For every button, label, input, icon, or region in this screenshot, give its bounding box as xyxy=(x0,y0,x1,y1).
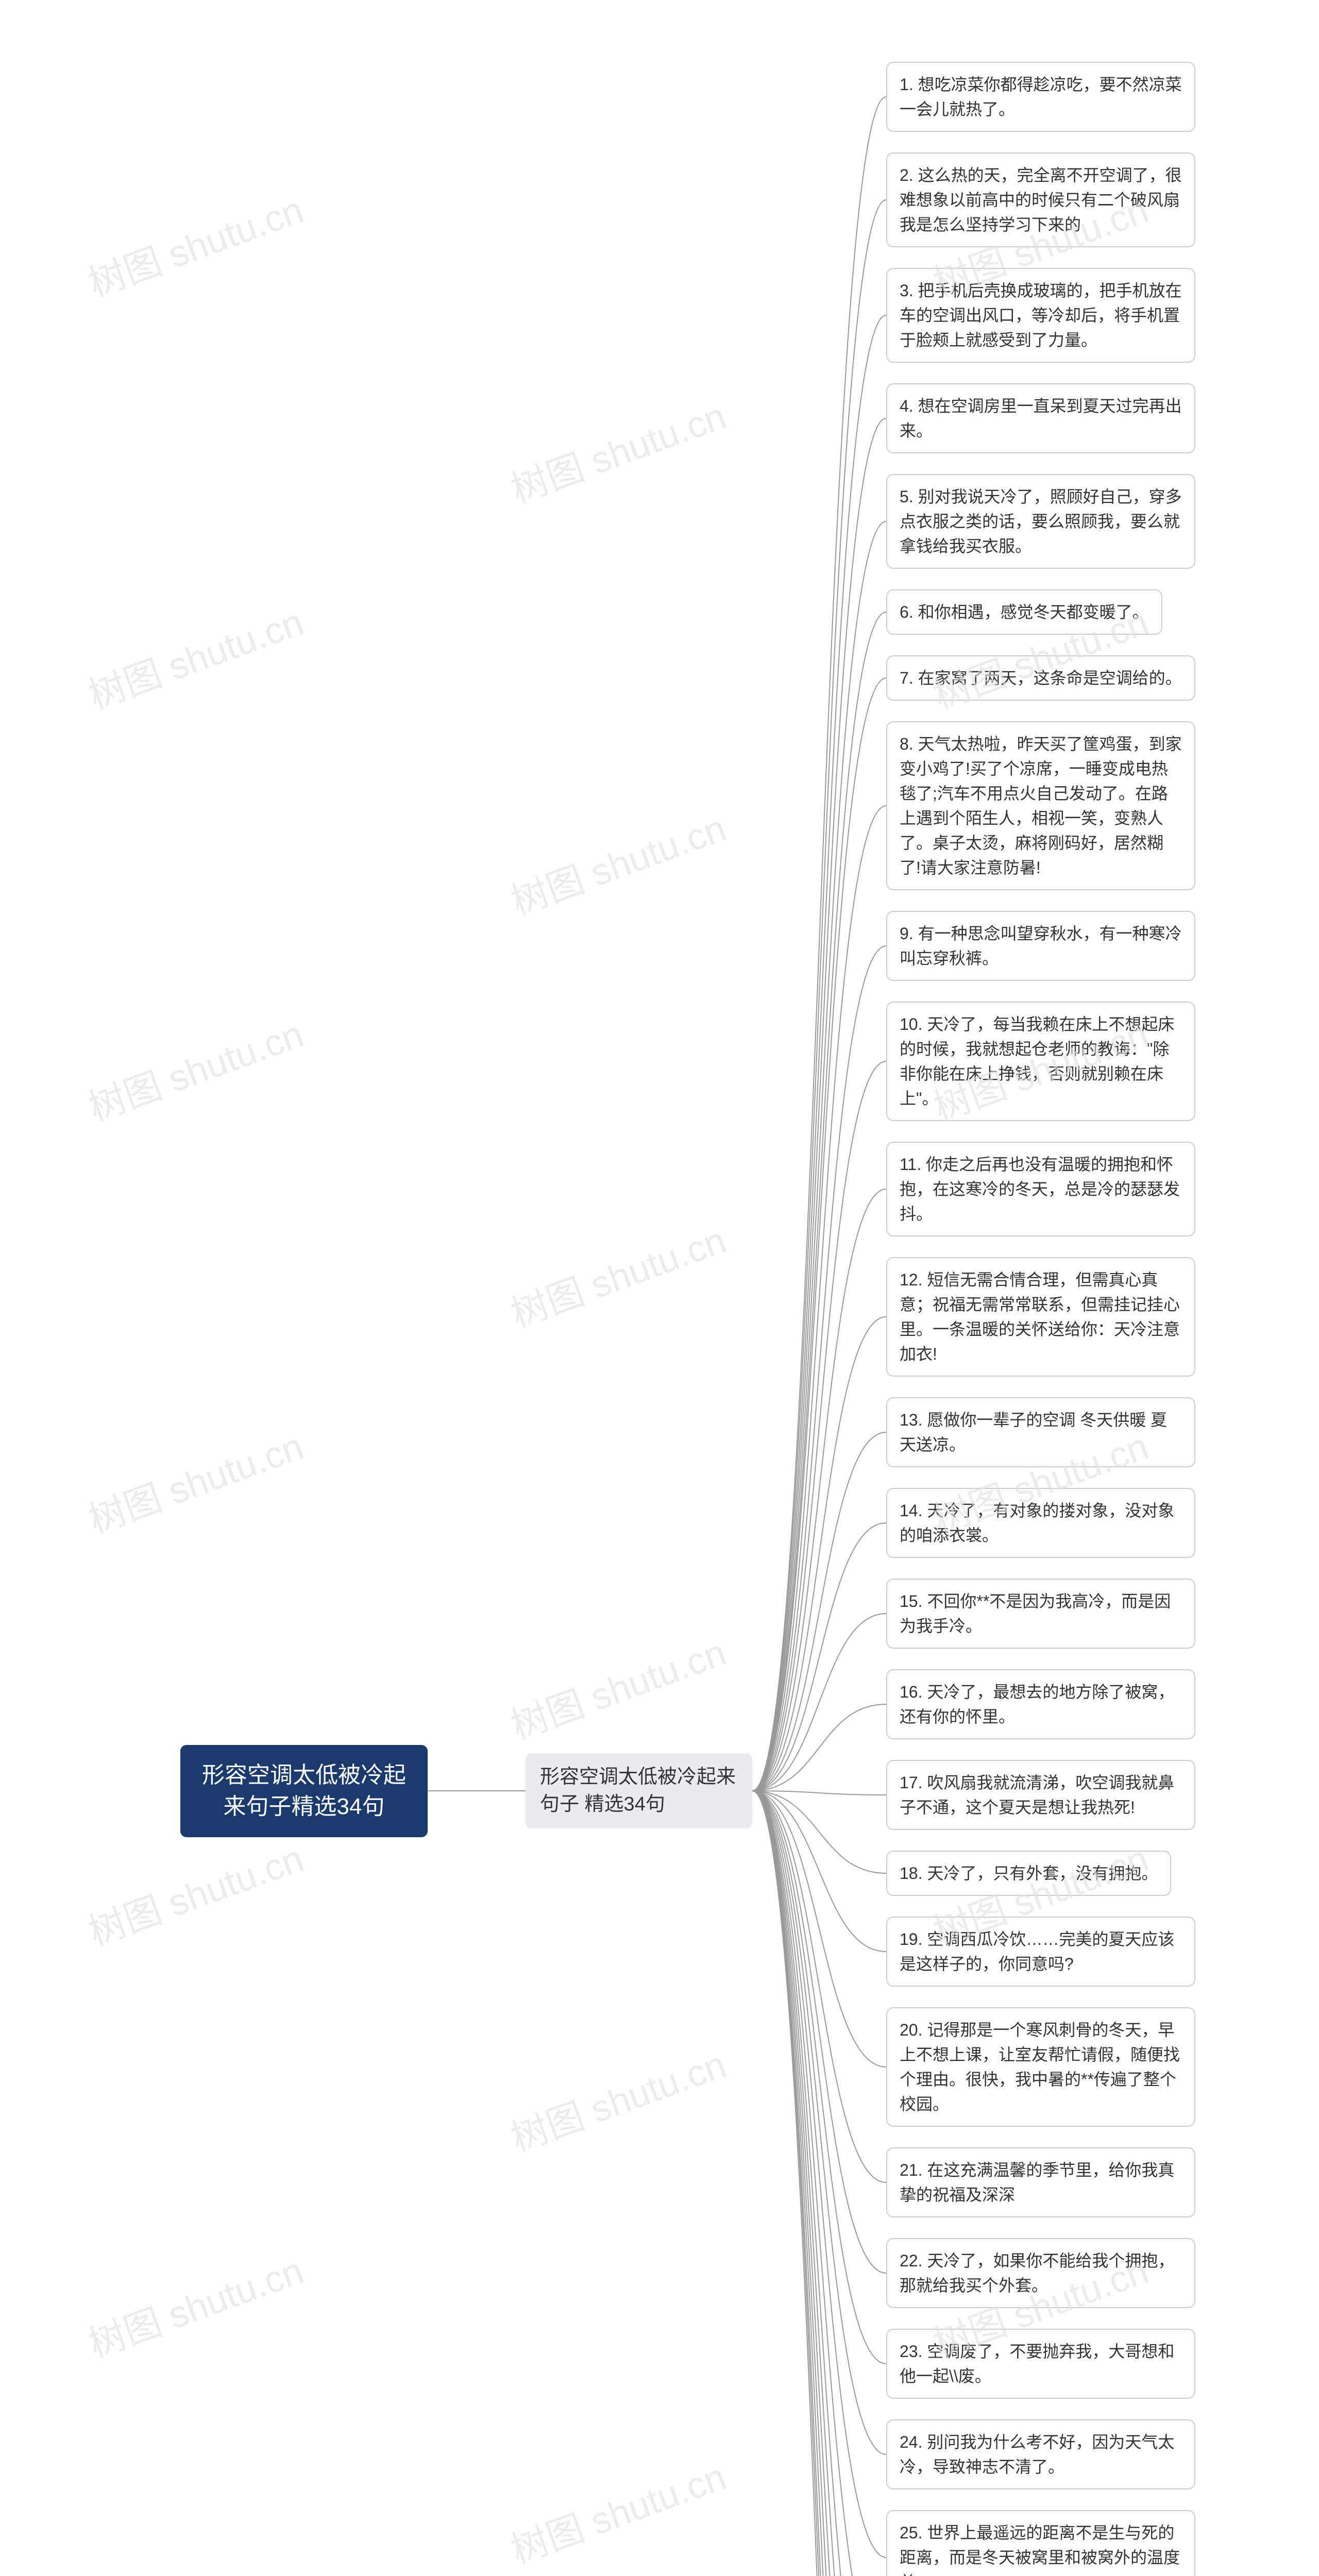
leaf-node[interactable]: 3. 把手机后壳换成玻璃的，把手机放在车的空调出风口，等冷却后，将手机置于脸颊上… xyxy=(886,268,1195,363)
mid-node-text: 形容空调太低被冷起来句子 精选34句 xyxy=(540,1766,736,1815)
watermark: 树图 shutu.cn xyxy=(502,2035,732,2162)
watermark: 树图 shutu.cn xyxy=(80,180,310,308)
watermark: 树图 shutu.cn xyxy=(502,2447,732,2574)
leaf-node[interactable]: 14. 天冷了，有对象的搂对象，没对象的咱添衣裳。 xyxy=(886,1488,1195,1558)
leaf-node[interactable]: 19. 空调西瓜冷饮……完美的夏天应该是这样子的，你同意吗? xyxy=(886,1917,1195,1987)
leaf-node-text: 9. 有一种思念叫望穿秋水，有一种寒冷叫忘穿秋裤。 xyxy=(900,924,1182,968)
leaf-node-text: 19. 空调西瓜冷饮……完美的夏天应该是这样子的，你同意吗? xyxy=(900,1930,1174,1973)
leaf-node[interactable]: 22. 天冷了，如果你不能给我个拥抱，那就给我买个外套。 xyxy=(886,2238,1195,2308)
leaf-node[interactable]: 18. 天冷了，只有外套，没有拥抱。 xyxy=(886,1851,1171,1896)
watermark: 树图 shutu.cn xyxy=(80,1828,310,1956)
leaf-node[interactable]: 6. 和你相遇，感觉冬天都变暖了。 xyxy=(886,589,1162,635)
leaf-node[interactable]: 10. 天冷了，每当我赖在床上不想起床的时候，我就想起仓老师的教诲："除非你能在… xyxy=(886,1002,1195,1121)
leaf-node-text: 23. 空调废了，不要抛弃我，大哥想和他一起\\废。 xyxy=(900,2342,1174,2385)
leaf-node-text: 20. 记得那是一个寒风刺骨的冬天，早上不想上课，让室友帮忙请假，随便找个理由。… xyxy=(900,2021,1180,2113)
leaf-node[interactable]: 16. 天冷了，最想去的地方除了被窝，还有你的怀里。 xyxy=(886,1669,1195,1739)
leaf-node[interactable]: 2. 这么热的天，完全离不开空调了，很难想象以前高中的时候只有二个破风扇我是怎么… xyxy=(886,152,1195,247)
leaf-node[interactable]: 25. 世界上最遥远的距离不是生与死的距离，而是冬天被窝里和被窝外的温度差。 xyxy=(886,2510,1195,2576)
watermark: 树图 shutu.cn xyxy=(502,1622,732,1750)
leaf-node-text: 22. 天冷了，如果你不能给我个拥抱，那就给我买个外套。 xyxy=(900,2251,1174,2295)
leaf-node[interactable]: 20. 记得那是一个寒风刺骨的冬天，早上不想上课，让室友帮忙请假，随便找个理由。… xyxy=(886,2007,1195,2127)
leaf-node-text: 25. 世界上最遥远的距离不是生与死的距离，而是冬天被窝里和被窝外的温度差。 xyxy=(900,2523,1180,2576)
watermark: 树图 shutu.cn xyxy=(80,1416,310,1544)
leaf-node[interactable]: 15. 不回你**不是因为我高冷，而是因为我手冷。 xyxy=(886,1579,1195,1649)
leaf-node-text: 5. 别对我说天冷了，照顾好自己，穿多点衣服之类的话，要么照顾我，要么就拿钱给我… xyxy=(900,487,1182,555)
watermark: 树图 shutu.cn xyxy=(502,386,732,514)
leaf-node[interactable]: 21. 在这充满温馨的季节里，给你我真挚的祝福及深深 xyxy=(886,2147,1195,2217)
leaf-node-text: 21. 在这充满温馨的季节里，给你我真挚的祝福及深深 xyxy=(900,2161,1174,2204)
leaf-node-text: 17. 吹风扇我就流清涕，吹空调我就鼻子不通，这个夏天是想让我热死! xyxy=(900,1773,1174,1817)
leaf-node-text: 14. 天冷了，有对象的搂对象，没对象的咱添衣裳。 xyxy=(900,1501,1174,1545)
leaf-node-text: 8. 天气太热啦，昨天买了筐鸡蛋，到家变小鸡了!买了个凉席，一睡变成电热毯了;汽… xyxy=(900,735,1182,877)
leaf-node-text: 13. 愿做你一辈子的空调 冬天供暖 夏天送凉。 xyxy=(900,1411,1167,1454)
root-node-text: 形容空调太低被冷起来句子精选34句 xyxy=(202,1762,406,1820)
leaf-node[interactable]: 17. 吹风扇我就流清涕，吹空调我就鼻子不通，这个夏天是想让我热死! xyxy=(886,1760,1195,1830)
leaf-node[interactable]: 9. 有一种思念叫望穿秋水，有一种寒冷叫忘穿秋裤。 xyxy=(886,911,1195,981)
watermark: 树图 shutu.cn xyxy=(80,2241,310,2368)
leaf-node-text: 1. 想吃凉菜你都得趁凉吃，要不然凉菜一会儿就热了。 xyxy=(900,75,1182,118)
leaf-node[interactable]: 12. 短信无需合情合理，但需真心真意；祝福无需常常联系，但需挂记挂心里。一条温… xyxy=(886,1257,1195,1377)
leaf-node-text: 7. 在家窝了两天，这条命是空调给的。 xyxy=(900,669,1182,687)
watermark: 树图 shutu.cn xyxy=(80,1004,310,1132)
leaf-node[interactable]: 11. 你走之后再也没有温暖的拥抱和怀抱，在这寒冷的冬天，总是冷的瑟瑟发抖。 xyxy=(886,1142,1195,1236)
leaf-node[interactable]: 5. 别对我说天冷了，照顾好自己，穿多点衣服之类的话，要么照顾我，要么就拿钱给我… xyxy=(886,474,1195,569)
watermark: 树图 shutu.cn xyxy=(502,1210,732,1338)
leaf-node-text: 11. 你走之后再也没有温暖的拥抱和怀抱，在这寒冷的冬天，总是冷的瑟瑟发抖。 xyxy=(900,1155,1180,1223)
leaf-node-text: 12. 短信无需合情合理，但需真心真意；祝福无需常常联系，但需挂记挂心里。一条温… xyxy=(900,1270,1180,1363)
mindmap-canvas: 形容空调太低被冷起来句子精选34句 形容空调太低被冷起来句子 精选34句 1. … xyxy=(0,0,1319,2576)
leaf-node[interactable]: 7. 在家窝了两天，这条命是空调给的。 xyxy=(886,655,1195,701)
watermark: 树图 shutu.cn xyxy=(80,592,310,720)
leaf-node[interactable]: 1. 想吃凉菜你都得趁凉吃，要不然凉菜一会儿就热了。 xyxy=(886,62,1195,132)
mid-node[interactable]: 形容空调太低被冷起来句子 精选34句 xyxy=(526,1753,752,1828)
leaf-node[interactable]: 4. 想在空调房里一直呆到夏天过完再出来。 xyxy=(886,383,1195,453)
leaf-node-text: 10. 天冷了，每当我赖在床上不想起床的时候，我就想起仓老师的教诲："除非你能在… xyxy=(900,1015,1174,1108)
leaf-node[interactable]: 23. 空调废了，不要抛弃我，大哥想和他一起\\废。 xyxy=(886,2329,1195,2399)
leaf-node[interactable]: 8. 天气太热啦，昨天买了筐鸡蛋，到家变小鸡了!买了个凉席，一睡变成电热毯了;汽… xyxy=(886,721,1195,890)
watermark: 树图 shutu.cn xyxy=(502,798,732,926)
leaf-node-text: 15. 不回你**不是因为我高冷，而是因为我手冷。 xyxy=(900,1592,1171,1635)
leaf-node-text: 2. 这么热的天，完全离不开空调了，很难想象以前高中的时候只有二个破风扇我是怎么… xyxy=(900,166,1182,234)
leaf-node-text: 16. 天冷了，最想去的地方除了被窝，还有你的怀里。 xyxy=(900,1683,1174,1726)
leaf-node-text: 4. 想在空调房里一直呆到夏天过完再出来。 xyxy=(900,397,1182,440)
root-node[interactable]: 形容空调太低被冷起来句子精选34句 xyxy=(180,1745,428,1837)
leaf-node[interactable]: 13. 愿做你一辈子的空调 冬天供暖 夏天送凉。 xyxy=(886,1397,1195,1467)
leaf-node-text: 24. 别问我为什么考不好，因为天气太冷，导致神志不清了。 xyxy=(900,2433,1174,2476)
leaf-node-text: 18. 天冷了，只有外套，没有拥抱。 xyxy=(900,1864,1158,1883)
leaf-node[interactable]: 24. 别问我为什么考不好，因为天气太冷，导致神志不清了。 xyxy=(886,2419,1195,2489)
leaf-node-text: 6. 和你相遇，感觉冬天都变暖了。 xyxy=(900,603,1149,621)
leaf-node-text: 3. 把手机后壳换成玻璃的，把手机放在车的空调出风口，等冷却后，将手机置于脸颊上… xyxy=(900,281,1182,349)
